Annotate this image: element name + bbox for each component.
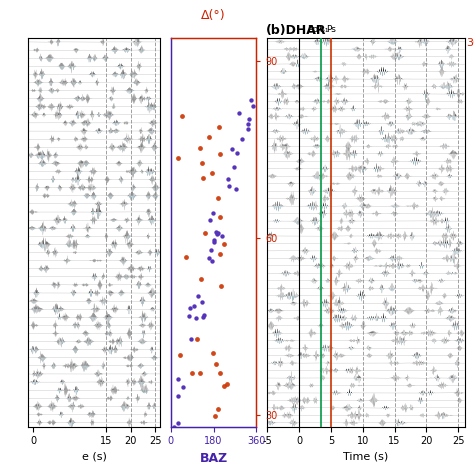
Point <box>198 275 205 283</box>
Point <box>247 96 255 104</box>
Point <box>244 125 251 133</box>
Text: Ps₁: Ps₁ <box>315 25 328 34</box>
Point <box>178 113 185 120</box>
Point <box>218 232 226 240</box>
Point <box>231 164 238 171</box>
Point <box>207 246 215 254</box>
Point <box>228 145 236 153</box>
Point <box>238 135 246 142</box>
Point <box>174 392 182 400</box>
Point <box>210 349 217 357</box>
Point <box>174 154 182 162</box>
Point <box>176 352 184 359</box>
Point <box>209 169 216 177</box>
Point <box>199 298 206 306</box>
Point <box>170 423 178 430</box>
Point <box>235 109 243 117</box>
Text: Δ(°): Δ(°) <box>201 9 226 22</box>
Point <box>246 116 253 123</box>
Point <box>214 229 221 237</box>
Point <box>179 383 187 391</box>
Point <box>216 213 224 221</box>
Text: 30: 30 <box>466 38 474 48</box>
X-axis label: e (s): e (s) <box>82 452 107 462</box>
Point <box>191 302 198 310</box>
Point <box>212 360 220 367</box>
X-axis label: Time (s): Time (s) <box>343 452 389 462</box>
Point <box>199 313 207 320</box>
Point <box>220 382 228 390</box>
Point <box>225 182 232 190</box>
Point <box>208 257 216 264</box>
Point <box>206 134 213 141</box>
Point <box>186 304 193 312</box>
X-axis label: BAZ: BAZ <box>200 452 228 465</box>
Point <box>192 314 200 321</box>
Point <box>196 369 204 377</box>
Point <box>215 123 222 131</box>
Text: Pp: Pp <box>308 25 319 34</box>
Point <box>215 405 222 413</box>
Point <box>193 336 201 343</box>
Point <box>210 236 218 244</box>
Point <box>182 254 190 261</box>
Point <box>189 369 196 376</box>
Point <box>224 175 231 183</box>
Point <box>194 292 202 300</box>
Point <box>214 194 221 201</box>
Point <box>212 228 219 236</box>
Point <box>174 419 182 427</box>
Point <box>244 120 251 128</box>
Point <box>213 230 220 237</box>
Point <box>197 144 204 152</box>
Point <box>232 185 240 192</box>
Point <box>220 240 228 247</box>
Point <box>201 229 209 237</box>
Point <box>174 375 182 383</box>
Point <box>200 311 208 319</box>
Point <box>233 149 241 156</box>
Point <box>185 312 193 320</box>
Point <box>217 283 225 290</box>
Point <box>206 217 213 224</box>
Point <box>199 174 207 182</box>
Point <box>210 238 218 246</box>
Point <box>212 412 219 419</box>
Text: (b)DHAR: (b)DHAR <box>265 24 326 37</box>
Point <box>216 251 223 258</box>
Point <box>198 159 206 167</box>
Point <box>209 210 217 217</box>
Point <box>216 150 223 158</box>
Point <box>205 254 212 262</box>
Point <box>187 336 195 343</box>
Point <box>223 381 231 388</box>
Text: Ps: Ps <box>326 25 336 34</box>
Point <box>217 369 224 377</box>
Point <box>249 102 257 110</box>
